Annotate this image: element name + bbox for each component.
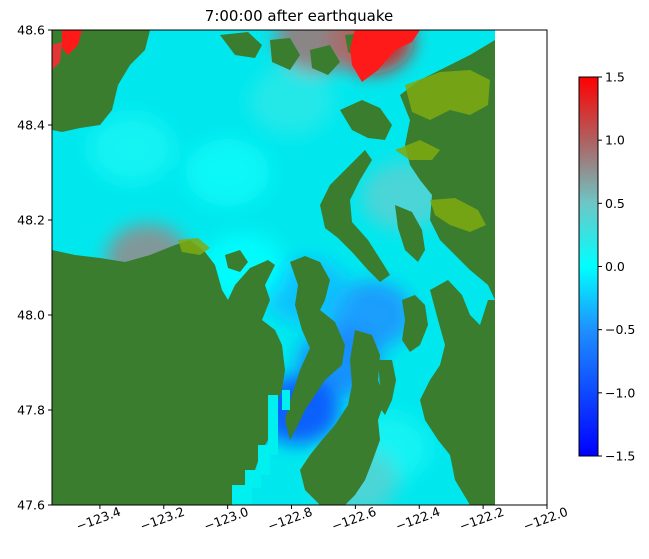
x-axis-ticks: −123.4 −123.2 −123.0 −122.8 −122.6 −122.4 −122… xyxy=(74,504,570,534)
pocket-strip-1 xyxy=(268,395,278,455)
x-tick-label: −123.2 xyxy=(138,504,187,534)
shallow-padilla xyxy=(395,140,440,160)
land-seattle-east xyxy=(420,280,495,505)
land-olympic-peninsula xyxy=(52,240,285,505)
land-protection-island xyxy=(225,250,248,272)
y-axis-ticks: 47.6 47.8 48.0 48.2 48.4 48.6 xyxy=(17,23,52,513)
shallow-skagit xyxy=(405,70,490,120)
colorbar-tick-label: −1.5 xyxy=(605,449,635,464)
hotspot-northwest xyxy=(62,30,82,55)
shallow-layer xyxy=(178,70,490,255)
land-kitsap-peninsula xyxy=(285,256,345,440)
land-vancouver-island xyxy=(52,30,150,132)
colorbar-tick-label: 0.5 xyxy=(605,196,625,211)
hotspot-northeast xyxy=(350,30,420,82)
y-tick-label: 48.4 xyxy=(17,118,45,133)
colorbar-tick-label: −1.0 xyxy=(605,385,635,400)
colorbar-tick-label: 1.0 xyxy=(605,133,625,148)
axes-frame xyxy=(51,29,548,506)
y-tick-label: 47.8 xyxy=(17,403,45,418)
pocket-strip-2 xyxy=(258,445,270,475)
land-bainbridge xyxy=(402,295,428,352)
water-value-blob xyxy=(249,67,334,136)
x-tick-label: −122.8 xyxy=(266,504,315,534)
pocket-strip-4 xyxy=(232,485,252,505)
x-tick-label: −122.4 xyxy=(393,504,442,534)
sea-surface-map xyxy=(52,30,495,505)
land-whidbey xyxy=(320,150,390,282)
shallow-dungeness xyxy=(178,238,210,255)
water-value-blob xyxy=(89,114,174,183)
land-vashon xyxy=(378,360,396,415)
hotspot-layer xyxy=(52,30,420,82)
land-san-juan-2 xyxy=(270,38,300,70)
y-tick-label: 48.6 xyxy=(17,23,45,38)
south-pixel-pocket xyxy=(232,390,290,505)
colorbar-ticks: −1.5 −1.0 −0.5 0.0 0.5 1.0 1.5 xyxy=(598,70,635,464)
land-fidalgo xyxy=(340,100,392,140)
land-san-juan-3 xyxy=(310,45,340,75)
colorbar-tick-label: 0.0 xyxy=(605,259,625,274)
pocket-strip-5 xyxy=(282,390,290,410)
water-value-blob xyxy=(185,138,270,207)
chart-title: 7:00:00 after earthquake xyxy=(205,7,393,25)
x-tick-label: −123.4 xyxy=(74,504,123,534)
land-kitsap-south xyxy=(300,330,385,505)
x-tick-label: −122.2 xyxy=(457,504,506,534)
shallow-snohomish xyxy=(430,198,486,232)
hotspot-west-strip xyxy=(52,42,62,70)
colorbar xyxy=(578,76,599,457)
x-tick-label: −122.0 xyxy=(521,504,570,534)
pocket-strip-3 xyxy=(245,470,261,488)
x-tick-label: −122.6 xyxy=(330,504,379,534)
y-tick-label: 48.2 xyxy=(17,213,45,228)
land-camano xyxy=(395,205,425,262)
land-san-juan-1 xyxy=(220,32,262,58)
x-tick-label: −123.0 xyxy=(202,504,251,534)
colorbar-tick-label: 1.5 xyxy=(605,70,625,85)
y-tick-label: 48.0 xyxy=(17,308,45,323)
colorbar-tick-label: −0.5 xyxy=(605,322,635,337)
y-tick-label: 47.6 xyxy=(17,498,45,513)
